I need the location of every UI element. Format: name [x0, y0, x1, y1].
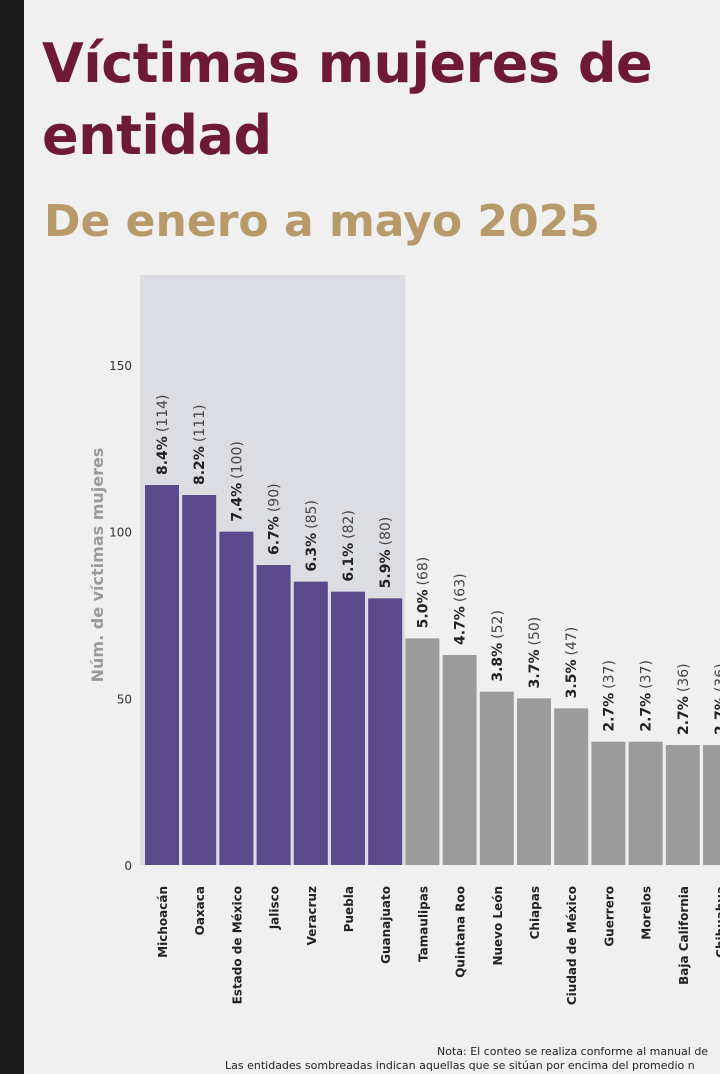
count-label: (100): [229, 441, 245, 479]
bar-jalisco: [256, 565, 291, 865]
x-tick-label: Quintana Roo: [454, 886, 468, 978]
x-tick-label: Oaxaca: [193, 886, 207, 935]
x-tick-label: Guerrero: [602, 886, 616, 947]
x-tick-label: Michoacán: [156, 886, 170, 958]
bar-puebla: [331, 591, 365, 865]
percent-label: 4.7%: [453, 606, 469, 645]
data-label: 7.4% (100): [229, 441, 245, 521]
percent-label: 8.2%: [192, 446, 208, 485]
data-label: 6.3% (85): [304, 500, 320, 572]
bar-quintana-roo: [442, 655, 477, 865]
percent-label: 2.7%: [676, 696, 692, 735]
data-label: 2.7% (36): [676, 663, 692, 735]
data-label: 2.7% (37): [639, 660, 655, 732]
bar-oaxaca: [182, 495, 217, 865]
y-tick-label: 50: [117, 692, 132, 706]
x-tick-label: Ciudad de México: [565, 886, 579, 1005]
x-tick-label: Baja California: [677, 886, 691, 985]
data-label: 8.2% (111): [192, 405, 208, 485]
bar-ciudad-de-méxico: [554, 708, 589, 865]
bar-michoacán: [145, 485, 179, 865]
x-tick-label: Jalisco: [268, 886, 282, 930]
bar-morelos: [628, 741, 663, 865]
bar-guerrero: [591, 741, 626, 865]
count-label: (36): [713, 663, 720, 692]
count-label: (68): [415, 557, 431, 586]
percent-label: 3.8%: [490, 643, 506, 682]
count-label: (52): [490, 610, 506, 639]
bar-estado-de-méxico: [219, 531, 254, 865]
y-tick-label: 0: [124, 859, 132, 873]
percent-label: 7.4%: [229, 483, 245, 522]
percent-label: 5.0%: [415, 590, 431, 629]
y-axis-label: Núm. de víctimas mujeres: [88, 448, 107, 683]
count-label: (47): [564, 627, 580, 656]
x-tick-label: Tamaulipas: [416, 886, 430, 962]
data-label: 6.1% (82): [341, 510, 357, 582]
x-tick-label: Guanajuato: [379, 886, 393, 964]
bar-nuevo-león: [479, 691, 514, 865]
x-tick-label: Chihuahua: [714, 886, 720, 958]
bar-chiapas: [517, 698, 551, 865]
bars: [145, 485, 720, 865]
bar-tamaulipas: [405, 638, 440, 865]
y-tick-label: 150: [109, 359, 132, 373]
bar-chihuahua: [703, 745, 720, 865]
count-label: (80): [378, 517, 394, 546]
percent-label: 2.7%: [601, 693, 617, 732]
percent-label: 6.3%: [304, 533, 320, 572]
percent-label: 8.4%: [155, 436, 171, 475]
x-tick-label: Morelos: [640, 886, 654, 940]
data-label: 5.9% (80): [378, 517, 394, 589]
count-label: (111): [192, 405, 208, 443]
data-label: 3.7% (50): [527, 617, 543, 689]
count-label: (63): [453, 573, 469, 602]
count-label: (50): [527, 617, 543, 646]
count-label: (36): [676, 663, 692, 692]
bar-baja-california: [665, 745, 700, 865]
data-label: 2.7% (36): [713, 663, 720, 735]
note-line-1: Nota: El conteo se realiza conforme al m…: [437, 1045, 709, 1058]
bar-veracruz: [293, 581, 328, 865]
data-label: 5.0% (68): [415, 557, 431, 629]
x-axis-labels: Michoacán Oaxaca Estado de México Jalisco Ve…: [156, 886, 720, 1005]
count-label: (90): [267, 483, 283, 512]
x-tick-label: Nuevo León: [491, 886, 505, 966]
percent-label: 6.1%: [341, 543, 357, 582]
data-label: 3.5% (47): [564, 627, 580, 699]
data-labels: 8.4% (114) 8.2% (111) 7.4% (100) 6.7% (90) 6.3% (…: [155, 395, 720, 735]
chart-title: Víctimas mujeres de entidad: [42, 32, 653, 167]
data-label: 4.7% (63): [453, 573, 469, 645]
x-tick-label: Estado de México: [230, 886, 244, 1004]
data-label: 6.7% (90): [267, 483, 283, 555]
percent-label: 3.5%: [564, 660, 580, 699]
percent-label: 3.7%: [527, 650, 543, 689]
data-label: 2.7% (37): [601, 660, 617, 732]
count-label: (82): [341, 510, 357, 539]
count-label: (114): [155, 395, 171, 433]
y-axis: 0 50 100 150: [109, 359, 132, 873]
count-label: (37): [639, 660, 655, 689]
note-line-2: Las entidades sombreadas indican aquella…: [225, 1059, 695, 1072]
bar-guanajuato: [368, 598, 403, 865]
percent-label: 5.9%: [378, 550, 394, 589]
count-label: (37): [601, 660, 617, 689]
x-tick-label: Chiapas: [528, 886, 542, 939]
percent-label: 6.7%: [267, 516, 283, 555]
left-border: [0, 0, 24, 1074]
y-tick-label: 100: [109, 526, 132, 540]
percent-label: 2.7%: [713, 696, 720, 735]
x-tick-label: Puebla: [342, 886, 356, 932]
data-label: 8.4% (114): [155, 395, 171, 475]
count-label: (85): [304, 500, 320, 529]
x-tick-label: Veracruz: [305, 886, 319, 945]
chart-subtitle: De enero a mayo 2025: [44, 196, 600, 247]
percent-label: 2.7%: [639, 693, 655, 732]
data-label: 3.8% (52): [490, 610, 506, 682]
